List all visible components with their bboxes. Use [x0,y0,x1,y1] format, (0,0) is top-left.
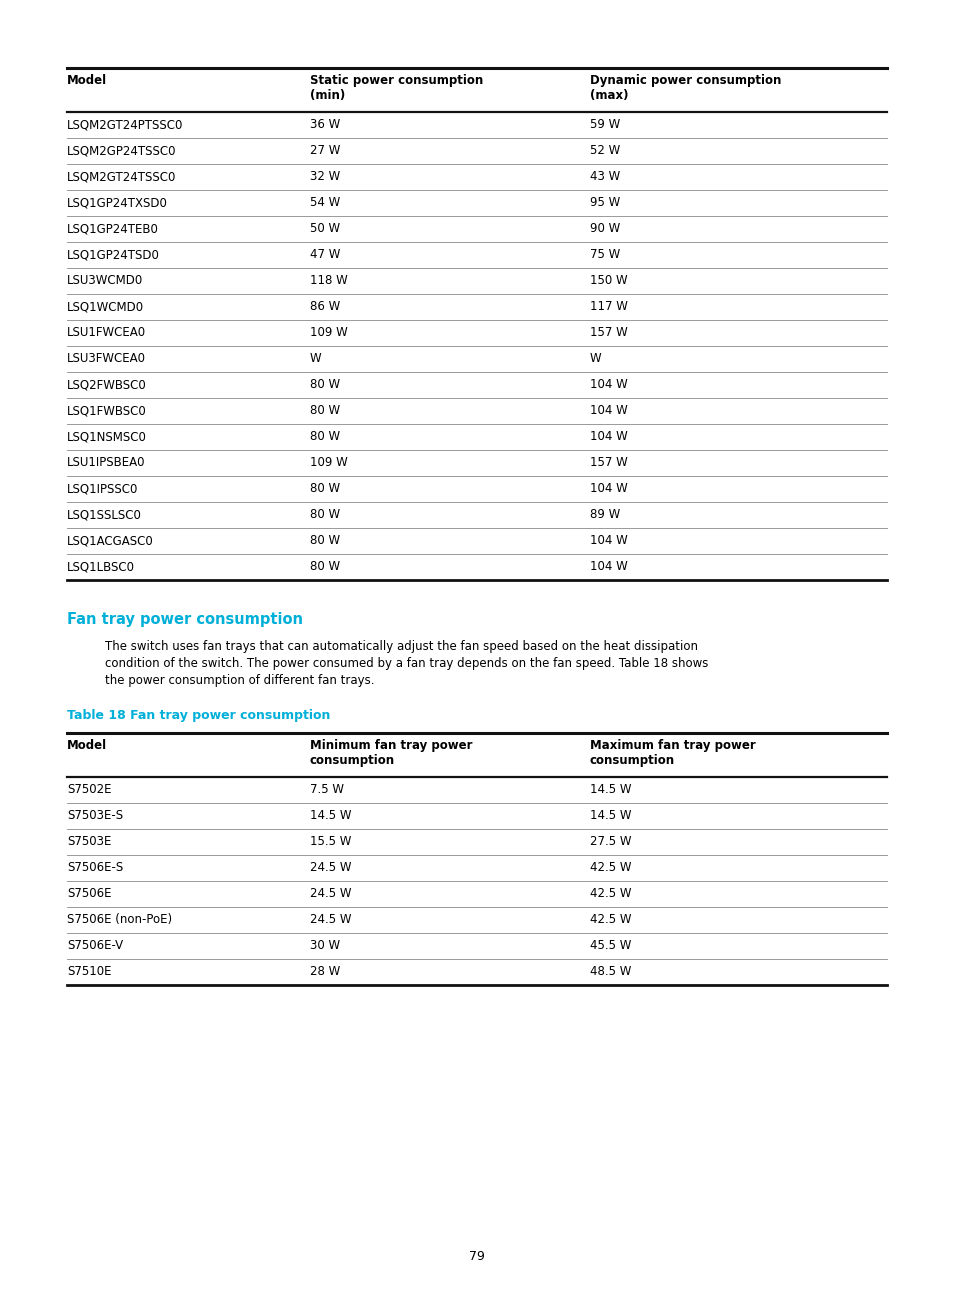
Text: 24.5 W: 24.5 W [310,912,351,927]
Text: 80 W: 80 W [310,560,340,573]
Text: LSQ1SSLSC0: LSQ1SSLSC0 [67,508,142,521]
Text: S7506E-V: S7506E-V [67,940,123,953]
Text: Model: Model [67,74,107,87]
Text: S7506E: S7506E [67,886,112,899]
Text: 95 W: 95 W [589,196,619,209]
Text: W: W [310,353,321,365]
Text: 24.5 W: 24.5 W [310,886,351,899]
Text: LSQ1ACGASC0: LSQ1ACGASC0 [67,534,153,547]
Text: 79: 79 [469,1249,484,1262]
Text: Maximum fan tray power
consumption: Maximum fan tray power consumption [589,739,755,767]
Text: LSQ2FWBSC0: LSQ2FWBSC0 [67,378,147,391]
Text: 30 W: 30 W [310,940,340,953]
Text: 48.5 W: 48.5 W [589,966,631,978]
Text: LSQ1LBSC0: LSQ1LBSC0 [67,560,135,573]
Text: Table 18 Fan tray power consumption: Table 18 Fan tray power consumption [67,709,330,722]
Text: LSQ1FWBSC0: LSQ1FWBSC0 [67,404,147,417]
Text: 14.5 W: 14.5 W [589,809,631,822]
Text: 89 W: 89 W [589,508,619,521]
Text: Fan tray power consumption: Fan tray power consumption [67,612,303,627]
Text: Model: Model [67,739,107,752]
Text: 45.5 W: 45.5 W [589,940,631,953]
Text: LSU1FWCEA0: LSU1FWCEA0 [67,327,146,340]
Text: 157 W: 157 W [589,456,627,469]
Text: LSQM2GT24PTSSC0: LSQM2GT24PTSSC0 [67,118,183,131]
Text: 117 W: 117 W [589,299,627,314]
Text: Static power consumption
(min): Static power consumption (min) [310,74,483,102]
Text: 59 W: 59 W [589,118,619,131]
Text: 50 W: 50 W [310,222,340,235]
Text: the power consumption of different fan trays.: the power consumption of different fan t… [105,674,375,687]
Text: S7510E: S7510E [67,966,112,978]
Text: 80 W: 80 W [310,378,340,391]
Text: 7.5 W: 7.5 W [310,783,344,796]
Text: 32 W: 32 W [310,170,340,183]
Text: S7502E: S7502E [67,783,112,796]
Text: 118 W: 118 W [310,273,348,286]
Text: 47 W: 47 W [310,248,340,260]
Text: LSQ1WCMD0: LSQ1WCMD0 [67,299,144,314]
Text: LSU3WCMD0: LSU3WCMD0 [67,273,143,286]
Text: LSU3FWCEA0: LSU3FWCEA0 [67,353,146,365]
Text: 104 W: 104 W [589,430,627,443]
Text: 54 W: 54 W [310,196,340,209]
Text: LSQ1IPSSC0: LSQ1IPSSC0 [67,482,138,495]
Text: W: W [589,353,601,365]
Text: 36 W: 36 W [310,118,340,131]
Text: 86 W: 86 W [310,299,340,314]
Text: 43 W: 43 W [589,170,619,183]
Text: 104 W: 104 W [589,560,627,573]
Text: S7503E: S7503E [67,835,112,848]
Text: LSQ1NSMSC0: LSQ1NSMSC0 [67,430,147,443]
Text: 24.5 W: 24.5 W [310,861,351,874]
Text: 28 W: 28 W [310,966,340,978]
Text: 15.5 W: 15.5 W [310,835,351,848]
Text: S7506E (non-PoE): S7506E (non-PoE) [67,912,172,927]
Text: LSQ1GP24TEB0: LSQ1GP24TEB0 [67,222,159,235]
Text: LSQM2GT24TSSC0: LSQM2GT24TSSC0 [67,170,176,183]
Text: 157 W: 157 W [589,327,627,340]
Text: 150 W: 150 W [589,273,627,286]
Text: 104 W: 104 W [589,482,627,495]
Text: Minimum fan tray power
consumption: Minimum fan tray power consumption [310,739,472,767]
Text: 80 W: 80 W [310,430,340,443]
Text: 75 W: 75 W [589,248,619,260]
Text: 80 W: 80 W [310,482,340,495]
Text: 80 W: 80 W [310,508,340,521]
Text: 80 W: 80 W [310,534,340,547]
Text: LSQ1GP24TXSD0: LSQ1GP24TXSD0 [67,196,168,209]
Text: 104 W: 104 W [589,534,627,547]
Text: 80 W: 80 W [310,404,340,417]
Text: Dynamic power consumption
(max): Dynamic power consumption (max) [589,74,781,102]
Text: 42.5 W: 42.5 W [589,886,631,899]
Text: 104 W: 104 W [589,378,627,391]
Text: S7506E-S: S7506E-S [67,861,123,874]
Text: 90 W: 90 W [589,222,619,235]
Text: condition of the switch. The power consumed by a fan tray depends on the fan spe: condition of the switch. The power consu… [105,657,708,670]
Text: S7503E-S: S7503E-S [67,809,123,822]
Text: 42.5 W: 42.5 W [589,861,631,874]
Text: LSQM2GP24TSSC0: LSQM2GP24TSSC0 [67,144,176,157]
Text: 52 W: 52 W [589,144,619,157]
Text: 42.5 W: 42.5 W [589,912,631,927]
Text: LSU1IPSBEA0: LSU1IPSBEA0 [67,456,146,469]
Text: 14.5 W: 14.5 W [589,783,631,796]
Text: 104 W: 104 W [589,404,627,417]
Text: 109 W: 109 W [310,327,348,340]
Text: 27 W: 27 W [310,144,340,157]
Text: The switch uses fan trays that can automatically adjust the fan speed based on t: The switch uses fan trays that can autom… [105,640,698,653]
Text: 109 W: 109 W [310,456,348,469]
Text: LSQ1GP24TSD0: LSQ1GP24TSD0 [67,248,160,260]
Text: 14.5 W: 14.5 W [310,809,351,822]
Text: 27.5 W: 27.5 W [589,835,631,848]
